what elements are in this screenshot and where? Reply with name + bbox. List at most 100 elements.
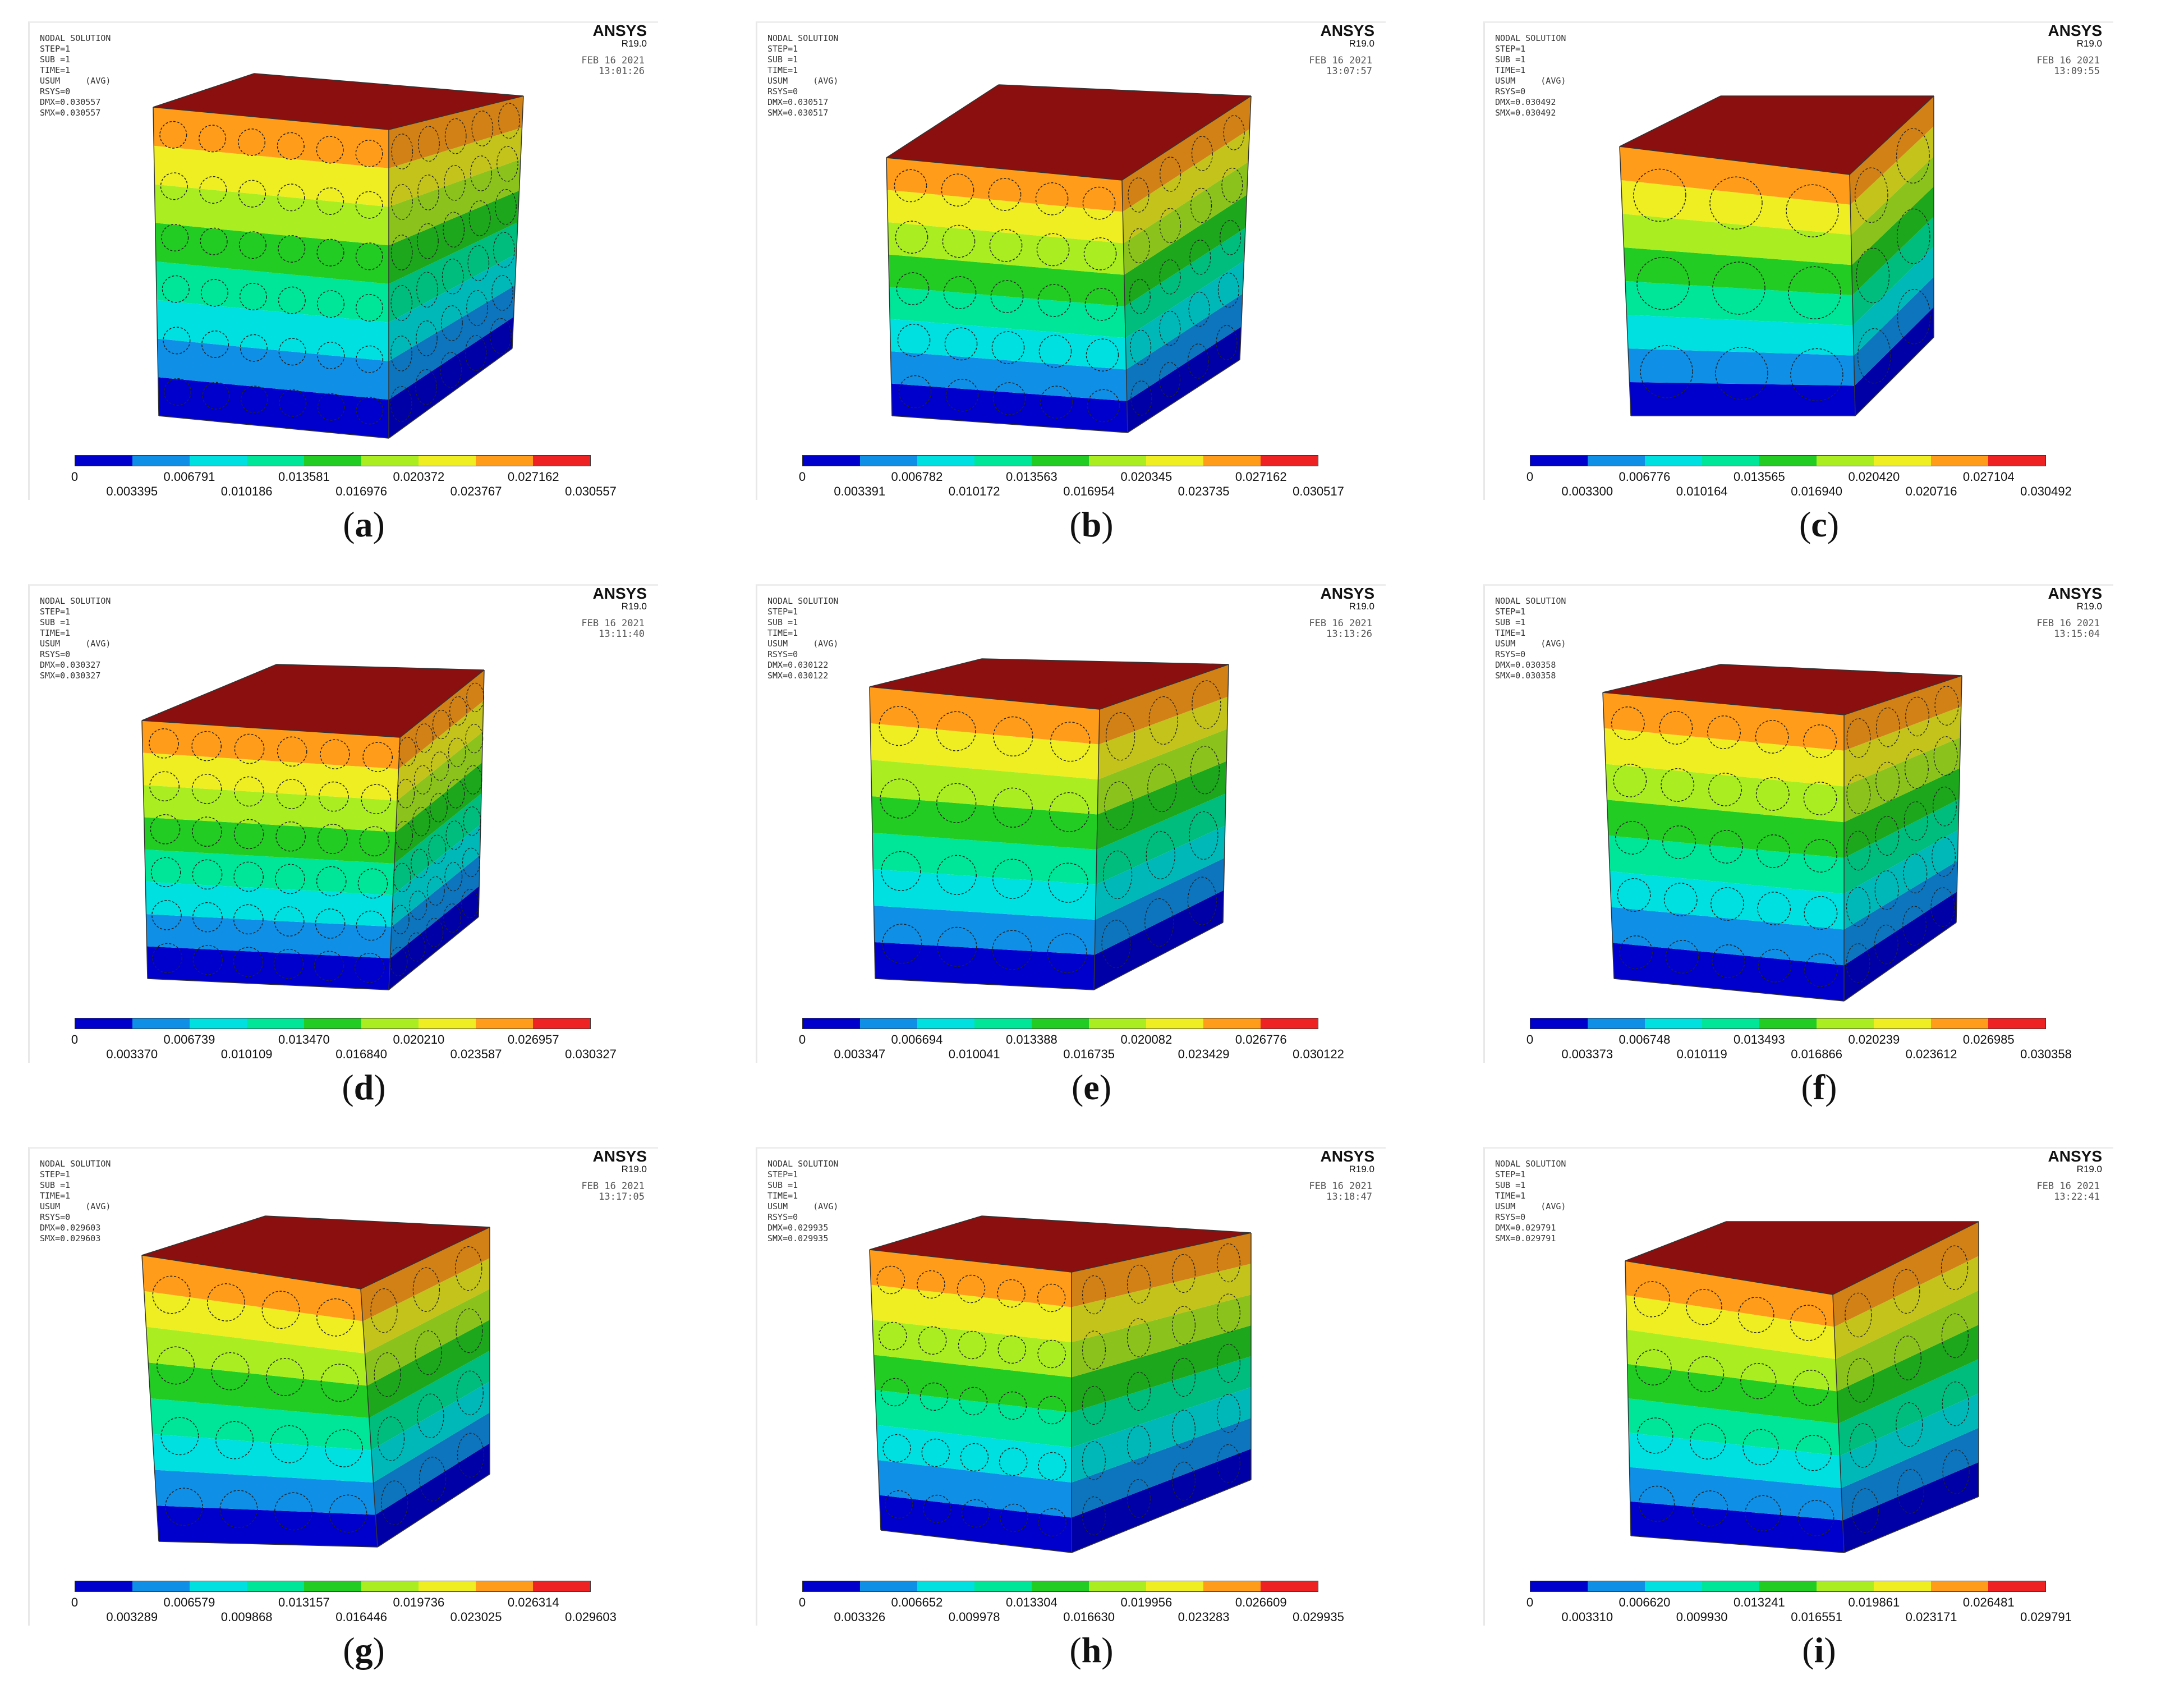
legend-swatch — [1645, 1018, 1702, 1029]
side-band — [1072, 1264, 1251, 1342]
caption-paren: ( — [343, 504, 355, 544]
contour-legend: 0 0.003370 0.006739 0.010109 0.013470 0.01684… — [71, 1018, 617, 1063]
side-band — [398, 670, 484, 769]
legend-swatch — [75, 1581, 132, 1591]
front-band — [873, 1355, 1072, 1412]
pore-ellipse — [412, 1267, 440, 1312]
info-line: USUM (AVG) — [1495, 639, 1566, 649]
legend-color-bar — [802, 1581, 1318, 1592]
side-band — [389, 316, 514, 438]
legend-label: 0.020420 — [1848, 470, 1900, 484]
pore-ellipse — [462, 847, 480, 877]
pore-ellipse — [1221, 167, 1243, 203]
pore-circle — [936, 711, 976, 751]
front-band — [1604, 728, 1844, 787]
pore-circle — [199, 176, 227, 204]
pore-circle — [1804, 839, 1837, 873]
pore-ellipse — [1129, 279, 1151, 314]
caption-paren: ( — [1801, 1067, 1813, 1107]
legend-swatch — [1089, 1018, 1146, 1029]
cube-edge — [1849, 95, 1934, 175]
pore-circle — [880, 1378, 909, 1407]
legend-swatch — [803, 1581, 860, 1591]
info-line: RSYS=0 — [40, 649, 71, 659]
side-band — [1844, 799, 1959, 894]
pore-circle — [1634, 1281, 1670, 1318]
pore-ellipse — [1905, 696, 1930, 737]
pore-circle — [356, 397, 384, 425]
timestamp: FEB 16 2021 13:01:26 — [581, 56, 645, 77]
panel-e: NODAL SOLUTION STEP=1 SUB =1 TIME=1 USUM (AV… — [728, 563, 1455, 1126]
pore-circle — [1797, 1500, 1834, 1536]
pore-ellipse — [1216, 1243, 1241, 1283]
side-band — [1838, 1359, 1979, 1456]
info-line: RSYS=0 — [40, 1212, 71, 1222]
pore-circle — [1049, 792, 1089, 833]
cube-edge — [360, 1288, 378, 1548]
side-band — [1844, 892, 1957, 1001]
legend-label: 0.013470 — [278, 1032, 330, 1047]
pore-circle — [202, 382, 230, 410]
pore-ellipse — [418, 126, 440, 162]
time-text: 13:15:04 — [2054, 628, 2100, 640]
panel-caption: (g) — [0, 1630, 728, 1671]
caption-letter: g — [355, 1630, 373, 1670]
pore-circle — [162, 275, 190, 303]
front-band — [1624, 247, 1852, 295]
caption-paren: ) — [373, 1630, 385, 1670]
pore-circle — [1000, 1503, 1028, 1532]
legend-label: 0.013565 — [1733, 470, 1785, 484]
pore-circle — [355, 191, 383, 219]
pore-ellipse — [1874, 870, 1899, 910]
cube-edge — [388, 916, 479, 990]
pore-circle — [1712, 944, 1745, 978]
legend-swatch — [1988, 1018, 2045, 1029]
side-band — [1072, 1356, 1251, 1448]
pore-ellipse — [1144, 898, 1174, 947]
contour-legend: 0 0.003347 0.006694 0.010041 0.013388 0.01673… — [799, 1018, 1344, 1063]
pore-ellipse — [1846, 943, 1870, 983]
info-line: USUM (AVG) — [1495, 76, 1566, 86]
pore-circle — [160, 172, 188, 200]
pore-circle — [944, 327, 978, 361]
pore-circle — [961, 1499, 990, 1528]
legend-label: 0.003300 — [1561, 484, 1613, 498]
ansys-screenshot: NODAL SOLUTION STEP=1 SUB =1 TIME=1 USUM (AV… — [1483, 584, 2113, 1063]
front-band — [1626, 1295, 1836, 1359]
pore-circle — [957, 1274, 986, 1304]
pore-ellipse — [407, 932, 426, 962]
caption-paren: ) — [1825, 1067, 1837, 1107]
legend-swatch — [1817, 1018, 1874, 1029]
pore-ellipse — [456, 1308, 483, 1353]
date-text: FEB 16 2021 — [581, 1181, 645, 1192]
solution-info: NODAL SOLUTION STEP=1 SUB =1 TIME=1 USUM (AV… — [1495, 33, 1566, 118]
pore-circle — [1663, 883, 1698, 916]
legend-label: 0.030517 — [1293, 484, 1344, 498]
legend-label: 0.009978 — [948, 1610, 1000, 1624]
pore-ellipse — [1127, 1371, 1151, 1411]
pore-ellipse — [1847, 1357, 1874, 1403]
pore-ellipse — [370, 1288, 398, 1333]
pore-ellipse — [1171, 1461, 1196, 1501]
pore-circle — [149, 771, 180, 802]
pore-ellipse — [1851, 1488, 1879, 1533]
pore-ellipse — [1902, 906, 1927, 946]
pore-circle — [192, 902, 223, 933]
legend-label: 0 — [1526, 470, 1534, 484]
info-line: DMX=0.029935 — [767, 1223, 829, 1233]
pore-ellipse — [1875, 707, 1900, 747]
pore-ellipse — [1856, 247, 1890, 304]
pore-ellipse — [1082, 1385, 1106, 1425]
cube-contour-model — [886, 84, 1252, 433]
pore-ellipse — [498, 103, 520, 139]
front-band — [1626, 1329, 1837, 1392]
pore-circle — [1037, 1396, 1066, 1425]
ansys-screenshot: NODAL SOLUTION STEP=1 SUB =1 TIME=1 USUM (AV… — [28, 584, 658, 1063]
legend-swatch — [419, 456, 476, 466]
cube-edge — [891, 415, 1128, 433]
pore-circle — [277, 183, 305, 212]
pore-circle — [355, 293, 384, 322]
pore-circle — [1712, 261, 1765, 315]
side-band — [1836, 1290, 1979, 1392]
legend-swatch — [1931, 456, 1988, 466]
